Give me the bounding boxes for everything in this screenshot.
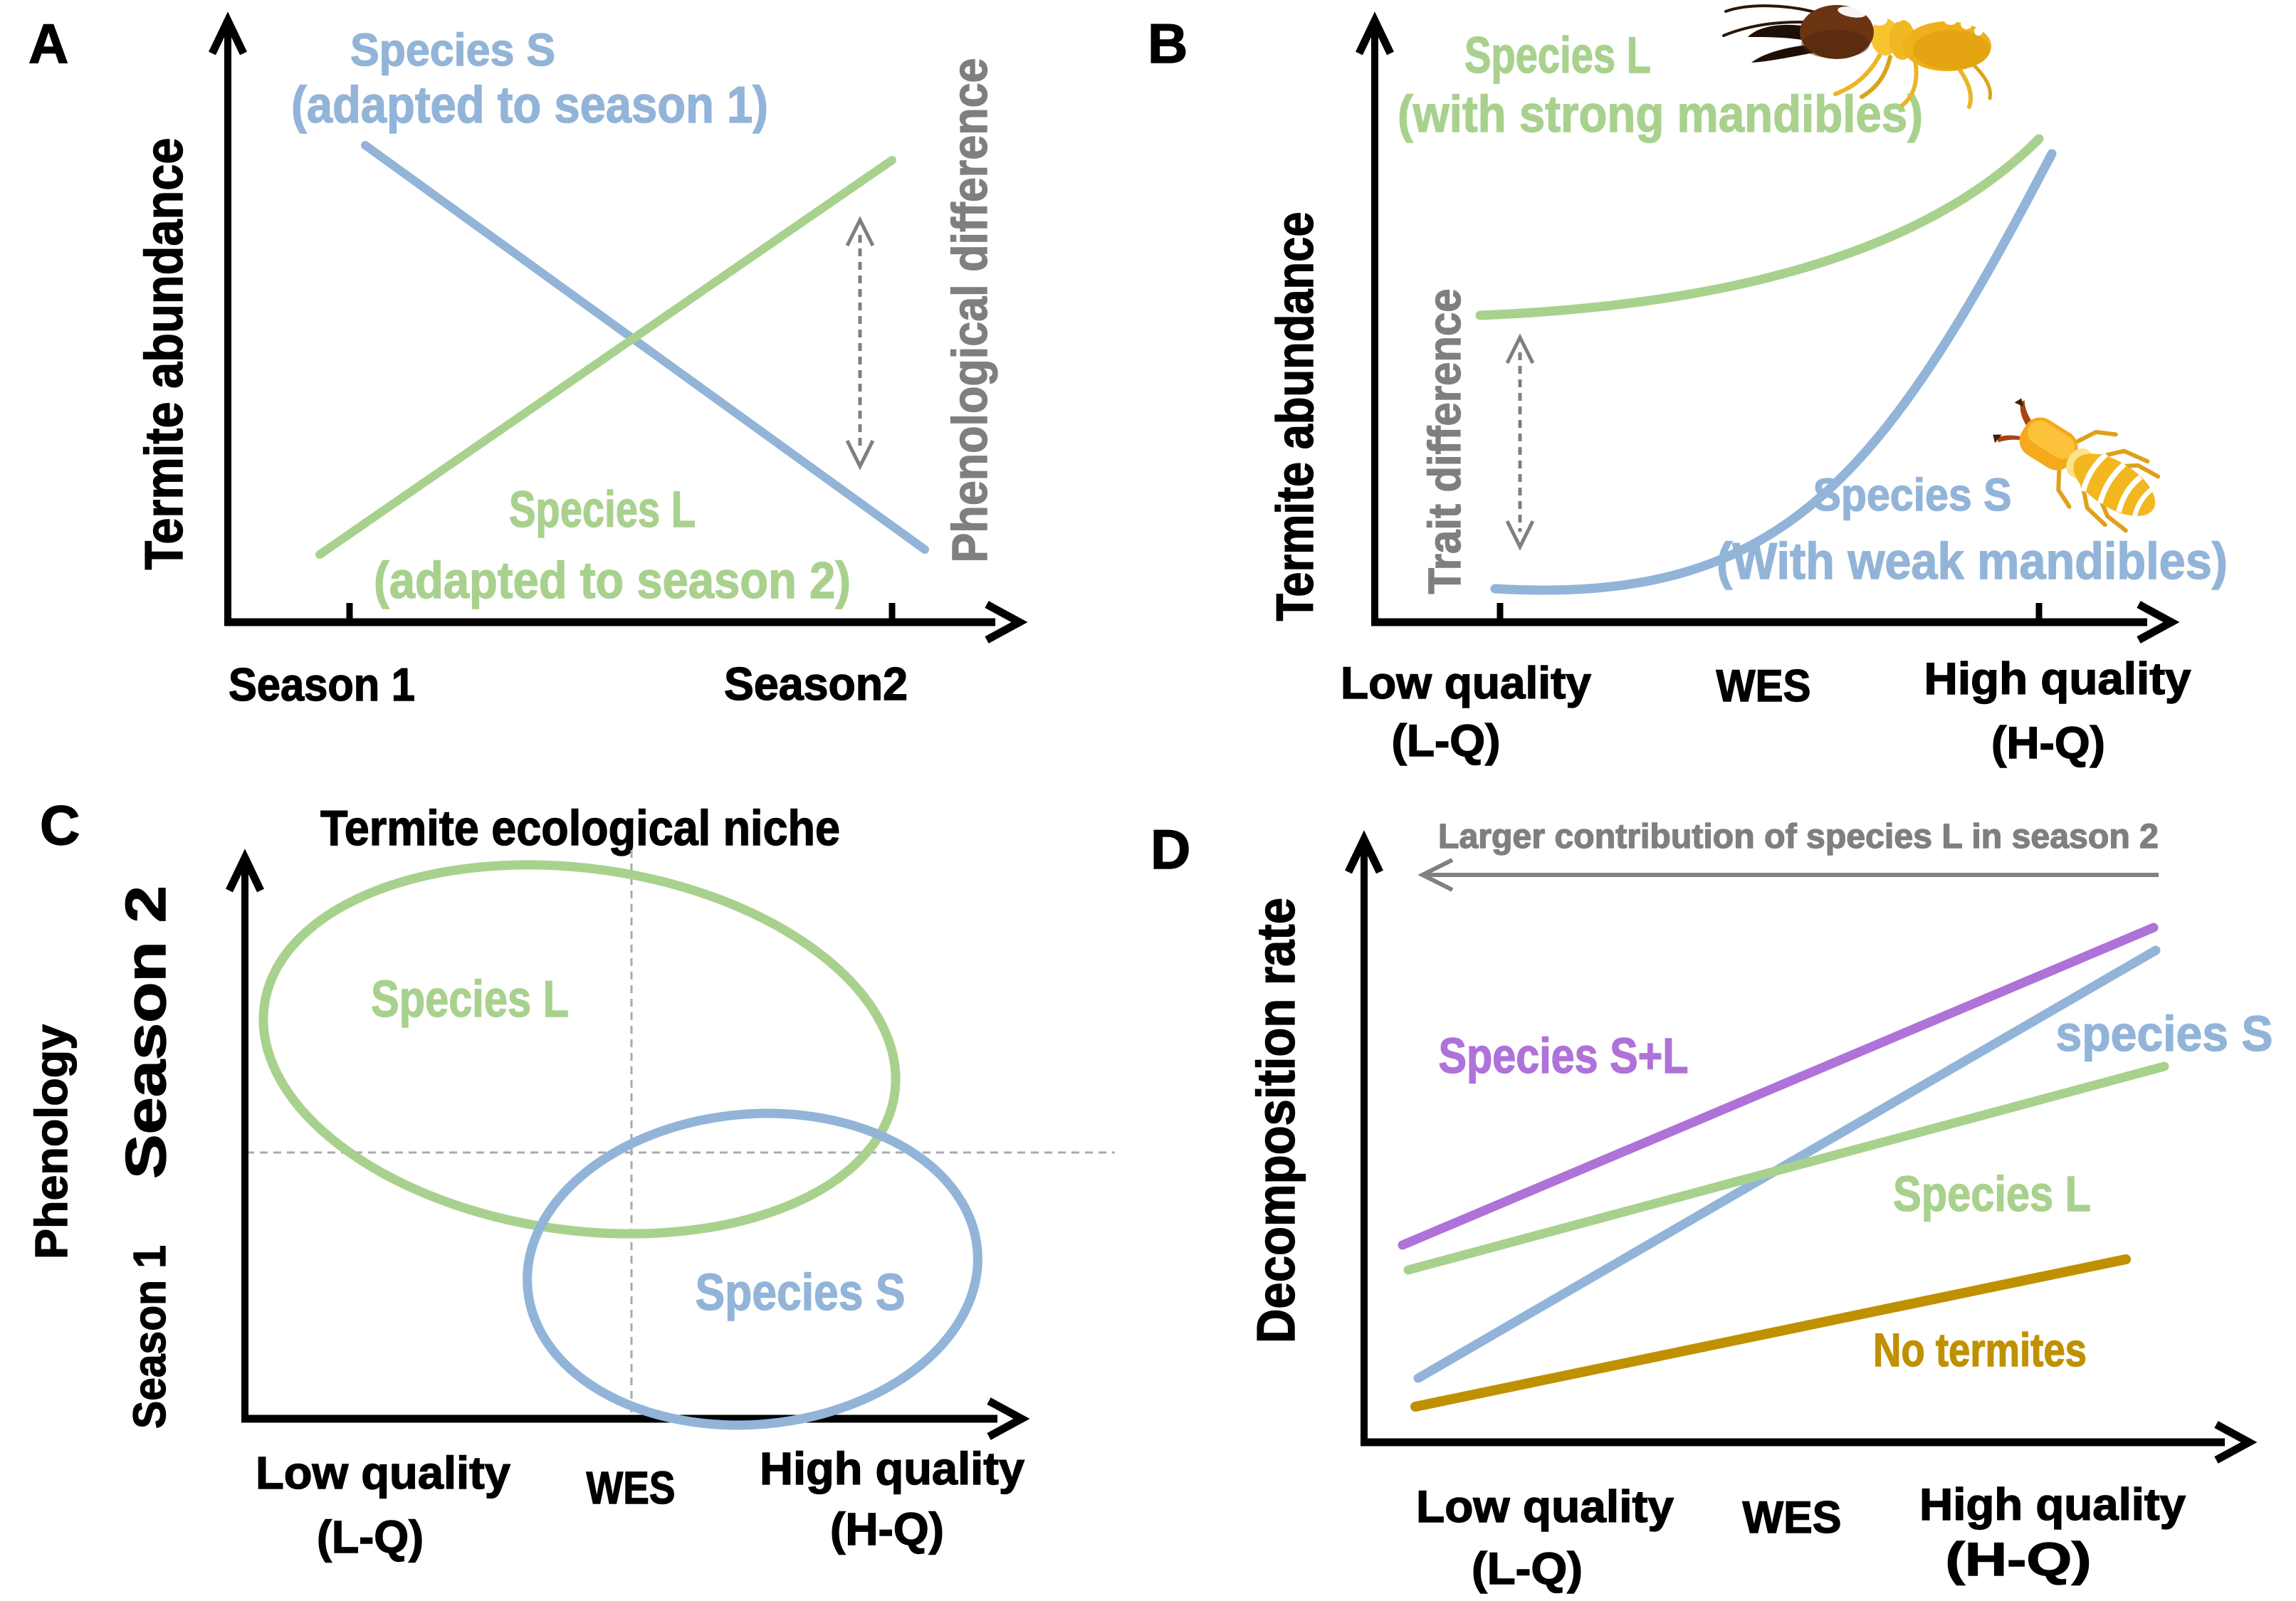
svg-text:WES: WES bbox=[1716, 661, 1811, 711]
svg-text:Season2: Season2 bbox=[724, 658, 908, 710]
svg-text:Species L: Species L bbox=[509, 482, 696, 538]
svg-text:B: B bbox=[1148, 12, 1188, 75]
svg-text:(L-Q): (L-Q) bbox=[317, 1511, 424, 1563]
svg-text:(adapted to season 1): (adapted to season 1) bbox=[291, 77, 768, 134]
svg-text:Species S+L: Species S+L bbox=[1439, 1028, 1689, 1083]
svg-text:Species L: Species L bbox=[1893, 1166, 2091, 1222]
svg-text:High quality: High quality bbox=[760, 1443, 1024, 1494]
svg-text:High quality: High quality bbox=[1919, 1480, 2186, 1530]
svg-text:(with strong mandibles): (with strong mandibles) bbox=[1398, 86, 1923, 143]
svg-text:(adapted to season 2): (adapted to season 2) bbox=[374, 552, 851, 609]
svg-text:Phenology: Phenology bbox=[26, 1024, 77, 1259]
svg-text:Species S: Species S bbox=[1813, 469, 2012, 520]
svg-text:(H-Q): (H-Q) bbox=[1946, 1533, 2092, 1585]
svg-text:(L-Q): (L-Q) bbox=[1392, 716, 1501, 766]
svg-text:Species S: Species S bbox=[350, 24, 555, 75]
svg-text:A: A bbox=[28, 12, 68, 75]
svg-text:(L-Q): (L-Q) bbox=[1472, 1544, 1583, 1594]
svg-text:Low quality: Low quality bbox=[1341, 658, 1591, 708]
svg-text:Termite abundance: Termite abundance bbox=[134, 138, 194, 570]
svg-text:Low quality: Low quality bbox=[256, 1447, 510, 1498]
svg-text:Species S: Species S bbox=[696, 1264, 906, 1321]
svg-text:(H-Q): (H-Q) bbox=[830, 1503, 944, 1555]
svg-text:Larger contribution of species: Larger contribution of species L in seas… bbox=[1438, 818, 2159, 856]
svg-text:C: C bbox=[40, 794, 80, 856]
svg-text:No termites: No termites bbox=[1873, 1323, 2087, 1376]
svg-text:Season 2: Season 2 bbox=[114, 886, 177, 1179]
svg-text:WES: WES bbox=[587, 1462, 676, 1513]
svg-text:High quality: High quality bbox=[1924, 654, 2191, 704]
svg-text:Trait difference: Trait difference bbox=[1419, 289, 1470, 594]
svg-text:(H-Q): (H-Q) bbox=[1991, 718, 2105, 768]
svg-text:species S: species S bbox=[2056, 1006, 2273, 1061]
svg-text:Decomposition rate: Decomposition rate bbox=[1246, 898, 1306, 1343]
svg-text:Phenological difference: Phenological difference bbox=[942, 58, 997, 563]
svg-text:(With weak mandibles): (With weak mandibles) bbox=[1716, 533, 2228, 590]
svg-text:Low quality: Low quality bbox=[1416, 1482, 1674, 1532]
svg-text:Species L: Species L bbox=[371, 971, 569, 1028]
svg-text:Species L: Species L bbox=[1464, 28, 1651, 84]
svg-text:WES: WES bbox=[1743, 1493, 1842, 1543]
svg-text:Season 1: Season 1 bbox=[229, 658, 415, 710]
svg-text:D: D bbox=[1150, 818, 1190, 881]
svg-text:Season 1: Season 1 bbox=[124, 1245, 175, 1429]
svg-text:Termite abundance: Termite abundance bbox=[1267, 212, 1324, 621]
svg-text:Termite ecological niche: Termite ecological niche bbox=[320, 800, 840, 856]
